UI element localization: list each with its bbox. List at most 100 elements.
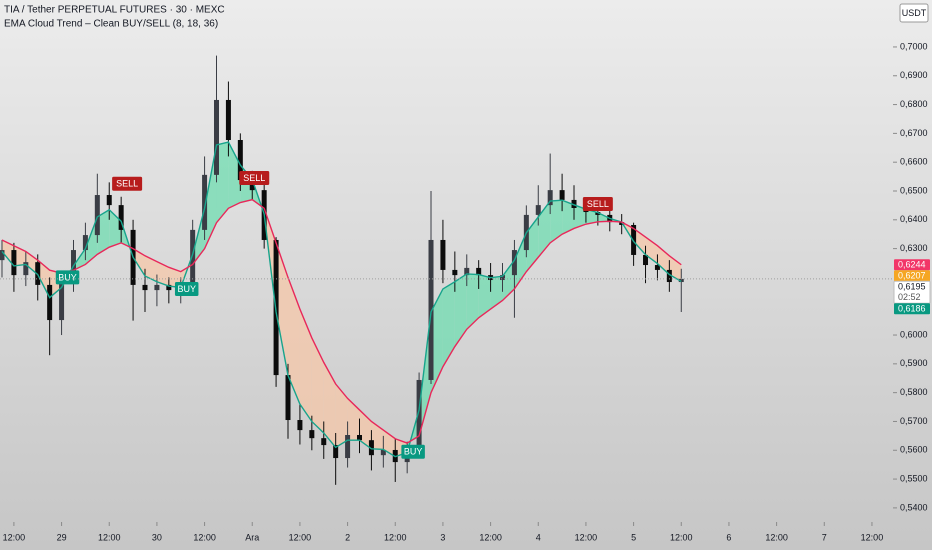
x-tick-label: Ara: [245, 532, 259, 542]
ema-cloud: [597, 212, 610, 222]
signal-label: SELL: [116, 179, 138, 189]
ema-cloud: [669, 255, 682, 282]
ema-line: [1, 141, 682, 458]
candle-body: [440, 239, 446, 270]
candle-body: [11, 250, 17, 276]
currency-label[interactable]: USDT: [902, 8, 927, 18]
candle-body: [666, 269, 672, 283]
candle-body: [190, 229, 196, 289]
signal-label: BUY: [177, 284, 196, 294]
y-tick-label: 0,6500: [900, 185, 928, 195]
ema-cloud: [562, 200, 575, 235]
signal-label: BUY: [58, 272, 77, 282]
plot-area: BUY SELL BUY SELL BUY SELL: [0, 55, 893, 485]
x-tick-label: 12:00: [575, 532, 598, 542]
signal-box: [112, 176, 143, 191]
ema-cloud: [216, 142, 229, 223]
y-tick-label: 0,5800: [900, 387, 928, 397]
candle-body: [654, 265, 660, 270]
x-tick-label: 12:00: [765, 532, 788, 542]
candle-body: [345, 435, 351, 459]
ema-cloud: [431, 288, 443, 393]
candle-body: [476, 267, 482, 276]
ema-cloud: [335, 384, 348, 448]
candle-body: [631, 224, 637, 255]
y-tick-label: 0,5400: [900, 502, 928, 512]
signal-label: SELL: [243, 173, 265, 183]
ema-cloud: [502, 260, 515, 301]
candle-body: [94, 195, 100, 236]
candle-body: [321, 438, 327, 446]
x-tick-label: 4: [536, 532, 541, 542]
x-tick-label: 12:00: [670, 532, 693, 542]
x-tick-label: 12:00: [384, 532, 407, 542]
ema-cloud: [359, 409, 372, 449]
ema-cloud: [204, 144, 217, 249]
ema-cloud: [478, 274, 491, 318]
candle-body: [428, 239, 434, 380]
currency-button[interactable]: [899, 3, 929, 23]
ema-cloud: [37, 260, 50, 298]
ema-cloud: [538, 201, 551, 258]
y-tick-label: 0,6600: [900, 157, 928, 167]
candle-body: [380, 449, 386, 456]
x-tick-label: 12:00: [193, 532, 216, 542]
ema-cloud: [466, 273, 479, 330]
x-tick-label: 12:00: [289, 532, 312, 542]
ema-cloud: [1, 239, 14, 266]
price-tag-label: 0,6207: [898, 270, 926, 280]
price-tag: [894, 303, 930, 315]
y-tick-label: 0,5900: [900, 358, 928, 368]
x-tick-label: 12:00: [479, 532, 502, 542]
signal-box: [174, 281, 199, 296]
candle-body: [106, 195, 112, 206]
candle-body: [0, 250, 5, 261]
signal-box: [582, 196, 613, 211]
signal-box: [239, 171, 270, 186]
candle-body: [357, 435, 363, 441]
ema-cloud: [156, 261, 169, 287]
price-tag-label: 0,6186: [898, 303, 926, 313]
price-tag: [894, 259, 930, 271]
y-tick-label: 0,6400: [900, 214, 928, 224]
candle-body: [678, 278, 684, 283]
chart-title: TIA / Tether PERPETUAL FUTURES · 30 · ME…: [4, 5, 225, 16]
indicator-title: EMA Cloud Trend – Clean BUY/SELL (8, 18,…: [4, 19, 218, 30]
candle-body: [535, 205, 541, 215]
ema-cloud: [490, 276, 503, 310]
candle-body: [333, 445, 339, 459]
price-tag-label: 0,6244: [898, 259, 926, 269]
candle-body: [237, 140, 243, 181]
x-tick-label: 12:00: [98, 532, 121, 542]
candle-body: [47, 284, 53, 321]
x-tick-label: 29: [57, 532, 67, 542]
price-tag-time: 02:52: [898, 292, 921, 302]
x-tick-label: 7: [822, 532, 827, 542]
x-tick-label: 3: [440, 532, 445, 542]
ema-cloud: [85, 216, 98, 265]
candle-body: [643, 254, 649, 266]
ema-cloud: [144, 255, 157, 282]
ema-cloud: [347, 398, 360, 441]
y-tick-label: 0,5600: [900, 445, 928, 455]
price-tag-label: 0,6195: [898, 281, 926, 291]
ema-cloud: [228, 142, 241, 209]
ema-cloud: [574, 204, 586, 229]
candle-body: [500, 275, 506, 281]
x-tick-label: 30: [152, 532, 162, 542]
y-tick-label: 0,6700: [900, 128, 928, 138]
y-tick-label: 0,6300: [900, 243, 928, 253]
ema-cloud: [526, 216, 539, 272]
candle-body: [619, 222, 625, 225]
ema-cloud: [442, 281, 455, 367]
candle-body: [82, 235, 88, 251]
ema-cloud: [288, 277, 300, 405]
ema-cloud: [550, 200, 563, 243]
ema-cloud: [585, 209, 598, 225]
signal-label: BUY: [404, 447, 423, 457]
candle-body: [464, 267, 470, 276]
candle-body: [416, 379, 422, 450]
ema-cloud: [97, 209, 110, 255]
